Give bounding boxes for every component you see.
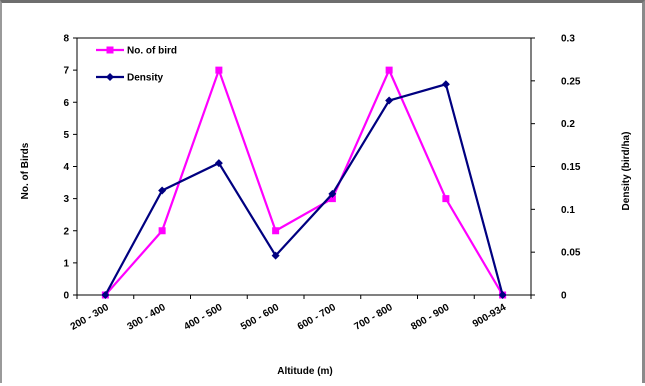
series-line-density	[104, 82, 504, 296]
x-tick-label: 900-934	[471, 302, 509, 330]
data-point-density	[385, 96, 394, 105]
y2-axis-title: Density (bird/ha)	[621, 132, 632, 211]
y2-tick-label: 0.15	[561, 162, 581, 173]
x-tick-label: 400 - 500	[182, 302, 224, 333]
data-point-density	[158, 186, 167, 195]
y2-tick-label: 0.05	[561, 248, 581, 259]
x-tick-label: 600 - 700	[296, 302, 338, 333]
legend-marker-density	[106, 73, 114, 81]
y-axis-title: No. of Birds	[20, 142, 31, 199]
legend: No. of bird Density	[96, 46, 177, 84]
data-point-density	[101, 291, 110, 299]
y-tick-label: 2	[63, 226, 69, 237]
x-tick-label: 500 - 600	[239, 302, 281, 333]
legend-label-density: Density	[127, 73, 164, 84]
y2-tick-label: 0	[561, 291, 567, 302]
series-line-no-of-bird	[104, 66, 504, 296]
y-tick-label: 1	[63, 258, 69, 269]
line-chart: 0 1 2 3 4 5 6 7 8 0 0.05 0.1 0.15 0.2 0.25 0.3 200 - 300…	[20, 34, 632, 378]
data-point-no-of-bird	[272, 227, 280, 235]
data-point-no-of-bird	[215, 66, 223, 74]
data-point-density	[214, 159, 223, 168]
y-tick-label: 6	[63, 98, 69, 109]
y2-tick-label: 0.25	[561, 76, 581, 87]
legend-marker-no-of-bird	[106, 46, 114, 54]
y-tick-label: 0	[63, 291, 69, 302]
x-tick-label: 200 - 300	[69, 302, 111, 333]
data-point-no-of-bird	[328, 195, 336, 203]
data-point-density	[498, 291, 507, 299]
data-point-no-of-bird	[385, 66, 393, 74]
y-tick-label: 8	[63, 34, 69, 45]
y2-tick-label: 0.2	[561, 119, 575, 130]
x-axis-title: Altitude (m)	[277, 366, 333, 377]
legend-label-no-of-bird: No. of bird	[127, 46, 177, 57]
x-tick-label: 700 - 800	[353, 302, 395, 333]
data-point-density	[271, 251, 280, 260]
data-point-no-of-bird	[158, 227, 166, 235]
x-tick-label: 300 - 400	[126, 302, 168, 333]
data-point-density	[441, 80, 450, 89]
data-point-density	[328, 189, 337, 198]
y-tick-label: 7	[63, 66, 69, 77]
series-layer	[101, 66, 507, 299]
y-tick-label: 3	[63, 194, 69, 205]
x-tick-label: 800 - 900	[409, 302, 451, 333]
data-point-no-of-bird	[442, 195, 450, 203]
y2-tick-label: 0.3	[561, 34, 575, 45]
y-tick-label: 5	[63, 130, 69, 141]
y-tick-label: 4	[63, 162, 69, 173]
y2-tick-label: 0.1	[561, 205, 575, 216]
